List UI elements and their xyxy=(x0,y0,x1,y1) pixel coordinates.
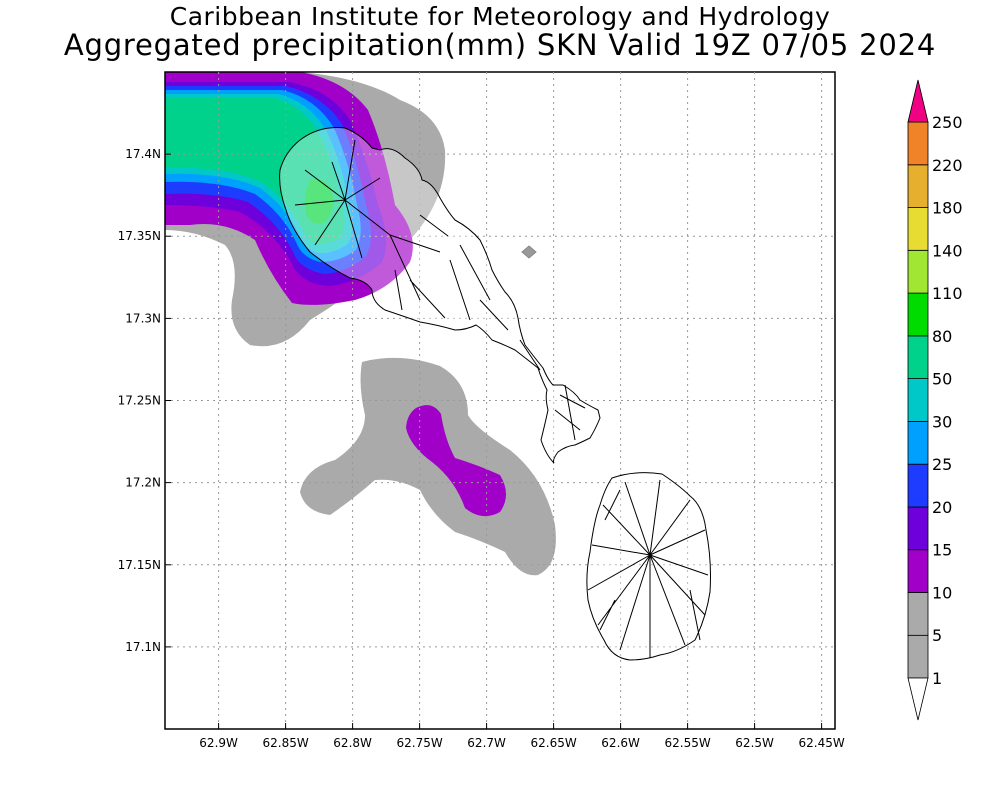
colorbar-label: 25 xyxy=(932,455,952,474)
colorbar-label: 180 xyxy=(932,199,963,218)
chart-subtitle: Aggregated precipitation(mm) SKN Valid 1… xyxy=(63,28,937,62)
x-tick-label: 62.6W xyxy=(601,736,640,750)
colorbar-bottom-arrow xyxy=(907,677,929,721)
colorbar-label: 10 xyxy=(932,584,952,603)
colorbar-label: 1 xyxy=(932,669,942,688)
y-tick-label: 17.15N xyxy=(118,558,161,572)
colorbar-label: 110 xyxy=(932,284,963,303)
colorbar-segment xyxy=(907,292,929,337)
nevis-island xyxy=(586,472,711,661)
colorbar-label: 80 xyxy=(932,327,952,346)
colorbar-segment xyxy=(907,207,929,251)
x-tick-label: 62.9W xyxy=(199,736,238,750)
colorbar-segment xyxy=(907,378,929,422)
y-tick-label: 17.1N xyxy=(125,640,161,654)
st-kitts-drainage xyxy=(294,139,586,441)
colorbar-label: 250 xyxy=(932,113,963,132)
x-tick-label: 62.85W xyxy=(262,736,308,750)
rain-band-south-1mm xyxy=(300,357,556,576)
x-tick-label: 62.75W xyxy=(396,736,442,750)
x-tick-label: 62.55W xyxy=(664,736,710,750)
x-tick-label: 62.65W xyxy=(530,736,576,750)
rain-band-30mm xyxy=(165,98,345,245)
colorbar-segment xyxy=(907,506,929,551)
nevis-drainage xyxy=(587,479,709,658)
colorbar-label: 15 xyxy=(932,541,952,560)
nevis-coastline xyxy=(586,472,711,661)
y-tick-label: 17.3N xyxy=(125,311,161,325)
y-tick-label: 17.2N xyxy=(125,476,161,490)
x-tick-label: 62.8W xyxy=(333,736,372,750)
colorbar-label: 50 xyxy=(932,370,952,389)
x-tick-label: 62.7W xyxy=(467,736,506,750)
rain-band-south-5mm xyxy=(406,405,506,517)
graticule: 62.9W 62.85W 62.8W 62.75W 62.7W 62.65W 62.6W 62… xyxy=(118,72,845,750)
y-tick-label: 17.35N xyxy=(118,229,161,243)
colorbar-label: 140 xyxy=(932,241,963,260)
y-tick-label: 17.4N xyxy=(125,147,161,161)
colorbar-segment xyxy=(907,420,929,465)
rain-core-50mm xyxy=(304,179,334,224)
colorbar-segment xyxy=(907,592,929,636)
colorbar-top-arrow xyxy=(907,79,929,123)
colorbar-label: 220 xyxy=(932,156,963,175)
colorbar-segment xyxy=(907,335,929,379)
st-kitts-island xyxy=(279,127,601,464)
precipitation-shading xyxy=(165,72,556,576)
colorbar-label: 5 xyxy=(932,626,942,645)
colorbar-segment xyxy=(907,249,929,294)
islet xyxy=(521,245,537,259)
chart-title: Caribbean Institute for Meteorology and … xyxy=(169,2,831,31)
colorbar-segment xyxy=(907,463,929,508)
colorbar-label: 30 xyxy=(932,412,952,431)
x-tick-label: 62.5W xyxy=(735,736,774,750)
colorbar-segment xyxy=(907,121,929,166)
x-tick-label: 62.45W xyxy=(798,736,844,750)
colorbar-segment xyxy=(907,549,929,593)
colorbar-segment xyxy=(907,164,929,209)
y-tick-label: 17.25N xyxy=(118,394,161,408)
colorbar-segment xyxy=(907,634,929,679)
colorbar-label: 20 xyxy=(932,498,952,517)
